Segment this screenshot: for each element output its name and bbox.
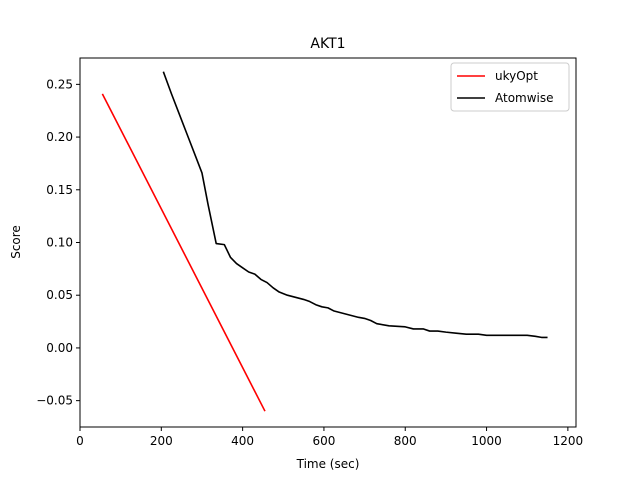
y-tick-label: 0.15	[46, 183, 73, 197]
x-tick-label: 1000	[471, 434, 502, 448]
y-tick-label: −0.05	[36, 394, 73, 408]
x-axis: 0 200 400 600 800 1000 1200	[76, 427, 583, 448]
x-tick-label: 600	[312, 434, 335, 448]
legend-label-ukyopt: ukyOpt	[495, 69, 538, 83]
y-axis: −0.05 0.00 0.05 0.10 0.15 0.20 0.25	[36, 77, 80, 408]
x-tick-label: 200	[150, 434, 173, 448]
x-axis-label: Time (sec)	[296, 457, 360, 471]
x-tick-label: 400	[231, 434, 254, 448]
series-line-atomwise	[162, 71, 548, 339]
plot-area	[101, 71, 548, 412]
x-tick-label: 1200	[553, 434, 584, 448]
y-axis-label: Score	[9, 225, 23, 259]
y-tick-label: 0.25	[46, 77, 73, 91]
y-tick-label: 0.10	[46, 236, 73, 250]
y-tick-label: 0.05	[46, 288, 73, 302]
y-tick-label: 0.20	[46, 130, 73, 144]
legend-label-atomwise: Atomwise	[495, 91, 554, 105]
chart-title: AKT1	[310, 36, 345, 52]
legend-box	[450, 62, 570, 112]
x-tick-label: 800	[394, 434, 417, 448]
legend: ukyOpt Atomwise	[450, 62, 570, 112]
y-tick-label: 0.00	[46, 341, 73, 355]
x-tick-label: 0	[76, 434, 84, 448]
series-line-ukyopt	[101, 93, 266, 412]
